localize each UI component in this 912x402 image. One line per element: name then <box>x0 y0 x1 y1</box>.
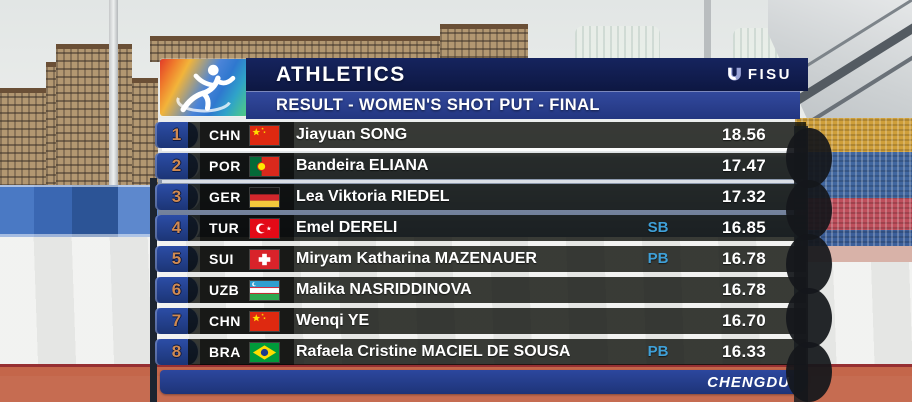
athlete-name: Emel DERELI <box>296 219 398 236</box>
flag-ger-icon <box>250 187 279 207</box>
country-box: SUI <box>200 246 294 272</box>
record-note: PB <box>647 343 669 360</box>
athlete-name: Miryam Katharina MAZENAUER <box>296 250 537 267</box>
country-box: POR <box>200 153 294 179</box>
row-bar: POR Bandeira ELIANA 17.47 <box>188 153 806 179</box>
fisu-u-icon <box>727 67 741 81</box>
record-note: SB <box>647 219 669 236</box>
row-bar: TUR Emel DERELI SB 16.85 <box>188 215 806 241</box>
row-bar: UZB Malika NASRIDDINOVA 16.78 <box>188 277 806 303</box>
apartment-tower <box>0 88 46 188</box>
rank-number: 6 <box>171 280 182 299</box>
flag-chn-icon <box>250 311 279 331</box>
apartment-tower <box>440 24 528 62</box>
record-note: PB <box>647 250 669 267</box>
result-row: 1 CHN Jiayuan SONG 18.56 <box>0 122 912 148</box>
row-bar: CHN Jiayuan SONG 18.56 <box>188 122 806 148</box>
country-code: SUI <box>209 251 234 267</box>
flag-tur-icon <box>250 218 279 238</box>
rank-number: 2 <box>171 156 182 175</box>
country-code: GER <box>209 189 241 205</box>
foreground-pole <box>150 178 157 402</box>
result-mark: 16.33 <box>721 342 766 361</box>
rank-number: 8 <box>171 342 182 361</box>
row-bar: SUI Miryam Katharina MAZENAUER PB 16.78 <box>188 246 806 272</box>
page-title: ATHLETICS <box>276 62 406 86</box>
railing <box>162 180 806 183</box>
row-bar: CHN Wenqi YE 16.70 <box>188 308 806 334</box>
result-mark: 17.32 <box>721 187 766 206</box>
flag-por-icon <box>250 156 279 176</box>
fisu-wordmark: FISU <box>747 66 792 83</box>
country-code: CHN <box>209 313 241 329</box>
athlete-name: Jiayuan SONG <box>296 126 408 143</box>
result-row: 2 POR Bandeira ELIANA 17.47 <box>0 153 912 179</box>
country-box: CHN <box>200 308 294 334</box>
athlete-name: Lea Viktoria RIEDEL <box>296 188 450 205</box>
flag-chn-icon <box>250 125 279 145</box>
title-bar: ATHLETICS FISU <box>246 58 808 91</box>
athlete-name: Malika NASRIDDINOVA <box>296 281 472 298</box>
flag-sui-icon <box>250 249 279 269</box>
result-row: 6 UZB Malika NASRIDDINOVA 16.78 <box>0 277 912 303</box>
country-code: UZB <box>209 282 240 298</box>
result-mark: 16.78 <box>721 280 766 299</box>
result-row: 3 GER Lea Viktoria RIEDEL 17.32 <box>0 184 912 210</box>
flag-bra-icon <box>250 342 279 362</box>
result-row: 4 TUR Emel DERELI SB 16.85 <box>0 215 912 241</box>
result-row: 7 CHN Wenqi YE 16.70 <box>0 308 912 334</box>
apartment-tower <box>150 36 450 62</box>
country-code: CHN <box>209 127 241 143</box>
country-box: UZB <box>200 277 294 303</box>
apartment-tower <box>132 78 158 188</box>
glass-building <box>575 26 660 60</box>
country-box: BRA <box>200 339 294 365</box>
fisu-logo: FISU <box>726 58 792 91</box>
rank-number: 5 <box>171 249 182 268</box>
result-mark: 17.47 <box>721 156 766 175</box>
rank-number: 4 <box>171 218 182 237</box>
country-box: CHN <box>200 122 294 148</box>
result-mark: 16.70 <box>721 311 766 330</box>
athlete-name: Rafaela Cristine MACIEL DE SOUSA <box>296 343 571 360</box>
country-code: TUR <box>209 220 240 236</box>
row-bar: BRA Rafaela Cristine MACIEL DE SOUSA PB 16.… <box>188 339 806 365</box>
host-city: CHENGDU <box>707 373 790 391</box>
railing <box>162 148 806 151</box>
rank-number: 7 <box>171 311 182 330</box>
row-bar: GER Lea Viktoria RIEDEL 17.32 <box>188 184 806 210</box>
athlete-name: Bandeira ELIANA <box>296 157 429 174</box>
runner-icon <box>176 64 236 113</box>
result-mark: 16.85 <box>721 218 766 237</box>
floodlight-mast <box>109 0 118 186</box>
rank-number: 1 <box>171 125 182 144</box>
country-code: BRA <box>209 344 241 360</box>
country-box: TUR <box>200 215 294 241</box>
country-box: GER <box>200 184 294 210</box>
event-subtitle-bar: RESULT - WOMEN'S SHOT PUT - FINAL <box>246 91 800 119</box>
result-mark: 18.56 <box>721 125 766 144</box>
result-row: 8 BRA Rafaela Cristine MACIEL DE SOUSA PB 16… <box>0 339 912 365</box>
result-mark: 16.78 <box>721 249 766 268</box>
pole <box>704 0 711 60</box>
athlete-name: Wenqi YE <box>296 312 370 329</box>
event-subtitle: RESULT - WOMEN'S SHOT PUT - FINAL <box>276 96 600 114</box>
result-row: 5 SUI Miryam Katharina MAZENAUER PB 16.78 <box>0 246 912 272</box>
country-code: POR <box>209 158 241 174</box>
flag-uzb-icon <box>250 280 279 300</box>
blue-hoarding <box>0 185 158 237</box>
athletics-pictogram <box>160 59 248 116</box>
rank-number: 3 <box>171 187 182 206</box>
apartment-tower <box>56 44 132 188</box>
footer-bar: CHENGDU <box>160 370 808 394</box>
